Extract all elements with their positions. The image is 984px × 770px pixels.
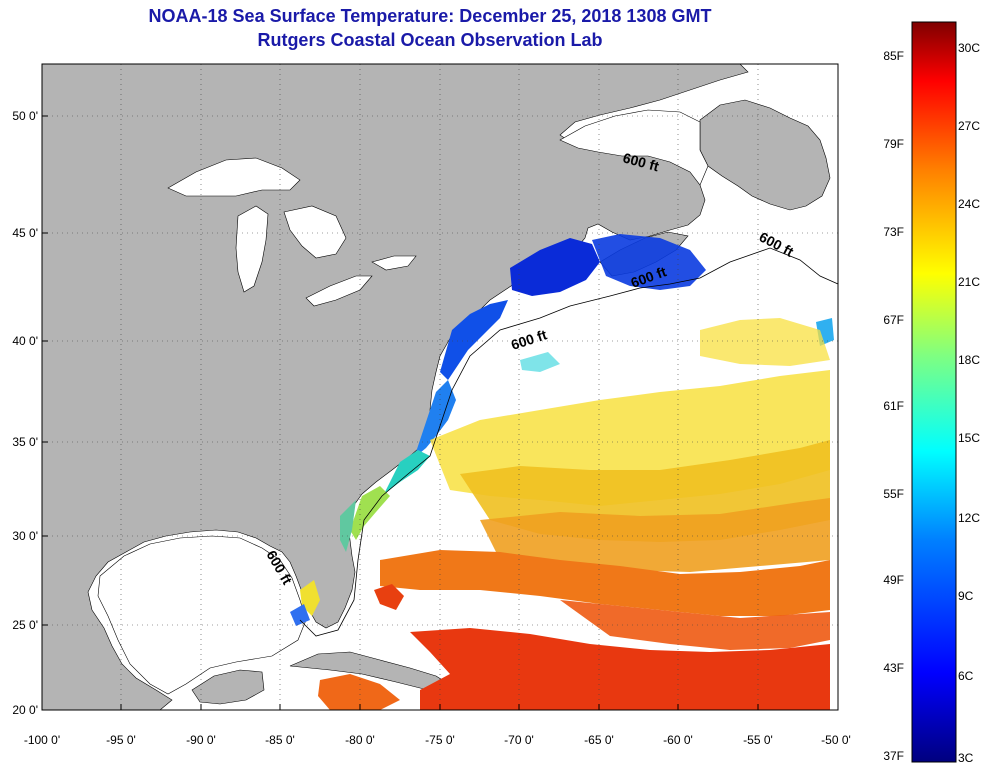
lon-tick-label: -90 0': [186, 733, 216, 747]
map-title: NOAA-18 Sea Surface Temperature: Decembe…: [148, 6, 712, 26]
lat-tick-label: 40 0': [12, 334, 38, 348]
lake-ontario: [371, 255, 417, 271]
colorbar-f-label: 73F: [883, 225, 904, 239]
gulf-of-mexico: [97, 535, 307, 695]
lon-tick-label: -75 0': [425, 733, 455, 747]
colorbar-f-label: 43F: [883, 661, 904, 675]
lat-tick-label: 50 0': [12, 109, 38, 123]
map-subtitle: Rutgers Coastal Ocean Observation Lab: [257, 30, 603, 50]
lake-erie: [305, 275, 373, 307]
colorbar-f-label: 55F: [883, 487, 904, 501]
colorbar-c-label: 21C: [958, 275, 980, 289]
lat-tick-label: 25 0': [12, 618, 38, 632]
lake-huron: [283, 205, 347, 259]
colorbar-fahrenheit-labels: 85F 79F 73F 67F 61F 55F 49F 43F 37F: [883, 49, 904, 763]
depth-contour-600ft: [299, 247, 839, 637]
lat-tick-label: 45 0': [12, 226, 38, 240]
colorbar-c-label: 15C: [958, 431, 980, 445]
colorbar-c-label: 30C: [958, 41, 980, 55]
colorbar-c-label: 12C: [958, 511, 980, 525]
colorbar-f-label: 85F: [883, 49, 904, 63]
lon-tick-label: -55 0': [743, 733, 773, 747]
colorbar-f-label: 61F: [883, 399, 904, 413]
colorbar-celsius-labels: 30C 27C 24C 21C 18C 15C 12C 9C 6C 3C: [958, 41, 980, 765]
gulf-st-lawrence: [559, 109, 709, 186]
sst-data-layer: [290, 234, 834, 710]
colorbar-f-label: 67F: [883, 313, 904, 327]
colorbar-f-label: 49F: [883, 573, 904, 587]
lon-tick-label: -85 0': [265, 733, 295, 747]
lon-tick-label: -70 0': [504, 733, 534, 747]
lat-axis: 50 0' 45 0' 40 0' 35 0' 30 0' 25 0' 20 0…: [12, 109, 38, 717]
lon-tick-label: -60 0': [663, 733, 693, 747]
colorbar-c-label: 24C: [958, 197, 980, 211]
lake-michigan: [235, 205, 269, 293]
colorbar-c-label: 9C: [958, 589, 974, 603]
lon-tick-label: -50 0': [821, 733, 851, 747]
lon-axis: -100 0' -95 0' -90 0' -85 0' -80 0' -75 …: [24, 733, 851, 747]
lon-tick-label: -95 0': [106, 733, 136, 747]
colorbar: [911, 21, 957, 763]
lat-tick-label: 20 0': [12, 703, 38, 717]
lat-tick-label: 35 0': [12, 435, 38, 449]
colorbar-c-label: 3C: [958, 751, 974, 765]
axis-ticks: [42, 115, 759, 710]
colorbar-c-label: 27C: [958, 119, 980, 133]
colorbar-f-label: 79F: [883, 137, 904, 151]
land-yucatan: [191, 669, 265, 705]
colorbar-c-label: 18C: [958, 353, 980, 367]
lake-superior: [167, 157, 301, 197]
land-newfoundland: [699, 99, 831, 211]
colorbar-f-label: 37F: [883, 749, 904, 763]
lon-tick-label: -65 0': [584, 733, 614, 747]
lat-tick-label: 30 0': [12, 529, 38, 543]
colorbar-c-label: 6C: [958, 669, 974, 683]
lon-tick-label: -100 0': [24, 733, 60, 747]
lon-tick-label: -80 0': [345, 733, 375, 747]
